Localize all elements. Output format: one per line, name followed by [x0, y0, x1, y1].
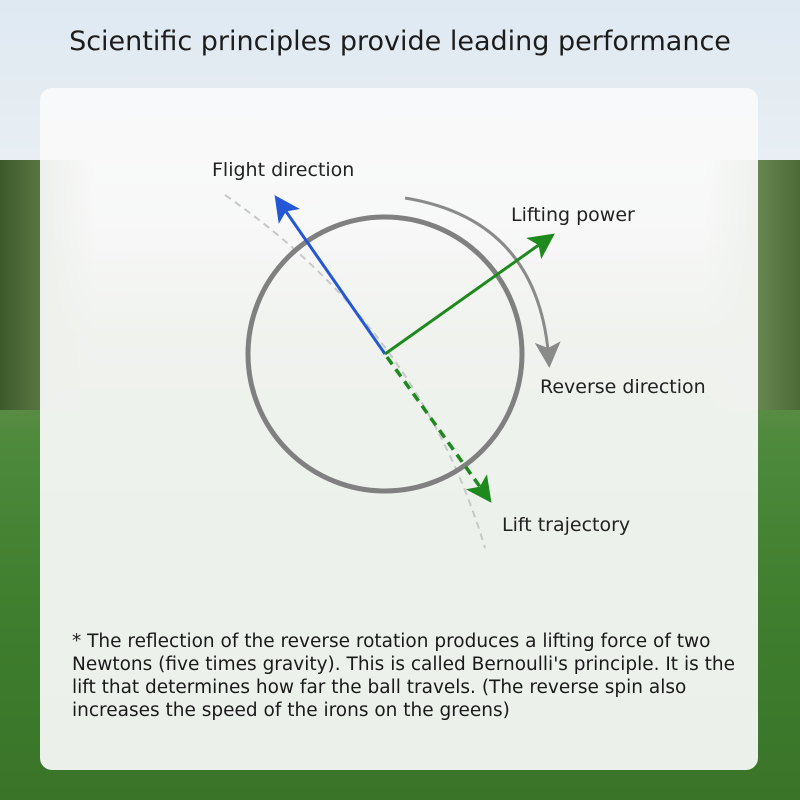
reverse-direction-label: Reverse direction [540, 376, 706, 398]
flight-direction-label: Flight direction [212, 159, 355, 181]
explanation-note: * The reflection of the reverse rotation… [72, 631, 735, 721]
trajectory-curve [224, 194, 486, 549]
ball-outline [245, 214, 525, 494]
lifting-power-arrow [384, 233, 555, 356]
page-title: Scientific principles provide leading pe… [69, 26, 731, 57]
diagram-card [40, 88, 758, 770]
lift-trajectory-arrow [385, 355, 492, 503]
lifting-power-label: Lifting power [511, 204, 635, 226]
reverse-rotation-arrow [404, 196, 561, 368]
lift-trajectory-label: Lift trajectory [502, 514, 631, 536]
flight-direction-arrow [274, 195, 387, 355]
